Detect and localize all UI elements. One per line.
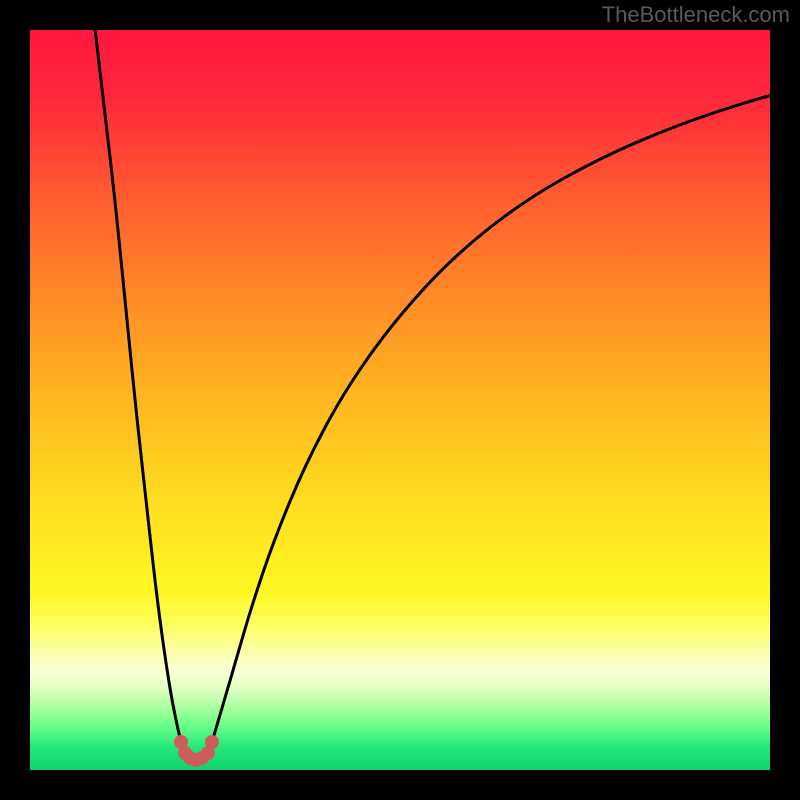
plot-area bbox=[30, 30, 770, 770]
chart-svg bbox=[30, 30, 770, 770]
gradient-background bbox=[30, 30, 770, 770]
watermark-text: TheBottleneck.com bbox=[602, 2, 790, 28]
trough-marker bbox=[205, 735, 219, 749]
